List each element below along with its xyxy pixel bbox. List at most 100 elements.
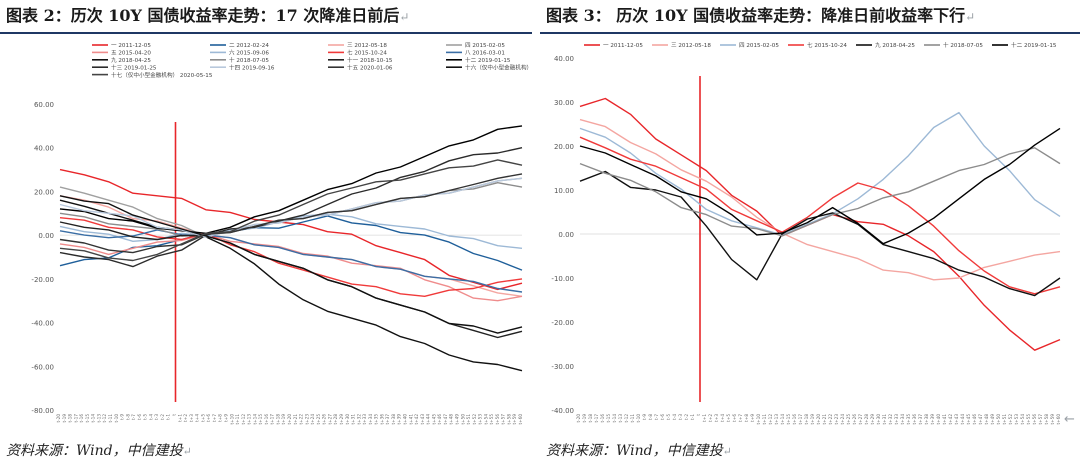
left-caption-rule	[0, 32, 532, 34]
x-tick-label: t+17	[798, 414, 803, 425]
x-tick-label: t-13	[96, 414, 101, 423]
x-tick-label: t-18	[588, 414, 593, 423]
x-tick-label: t+21	[293, 414, 298, 425]
x-tick-label: t-7	[654, 414, 659, 420]
right-source: 资料来源：Wind，中信建投↵	[546, 440, 732, 460]
x-tick-label: t+41	[942, 414, 947, 425]
x-tick-label: t+2	[708, 414, 713, 422]
x-tick-label: t-17	[73, 414, 78, 423]
x-tick-label: t-2	[684, 414, 689, 420]
x-tick-label: t-20	[56, 414, 61, 423]
x-tick-label: t+7	[212, 414, 217, 422]
x-tick-label: t-19	[62, 414, 67, 423]
legend-label: 六 2015-09-06	[229, 49, 269, 57]
x-tick-label: t-16	[79, 414, 84, 423]
y-tick-label: -60.00	[31, 363, 54, 371]
x-tick-label: t+60	[1056, 414, 1061, 425]
legend-label: 十一 2018-10-15	[347, 56, 393, 64]
x-tick-label: t+11	[762, 414, 767, 425]
x-tick-label: t+18	[804, 414, 809, 425]
x-tick-label: t+36	[379, 414, 384, 425]
x-tick-label: t-17	[594, 414, 599, 423]
left-caption-text: 图表 2：历次 10Y 国债收益率走势：17 次降准日前后	[6, 6, 400, 25]
x-tick-label: t+26	[852, 414, 857, 425]
series-line	[579, 136, 1061, 295]
x-tick-label: t+22	[828, 414, 833, 425]
x-tick-label: t-15	[85, 414, 90, 423]
legend-label: 十二 2019-01-15	[1011, 41, 1057, 49]
x-tick-label: t+29	[870, 414, 875, 425]
arrow-left-icon: ←	[1064, 412, 1075, 427]
x-tick-label: t-19	[582, 414, 587, 423]
x-tick-label: t+13	[247, 414, 252, 425]
series-line	[579, 127, 1061, 245]
x-tick-label: t+34	[368, 414, 373, 425]
x-tick-label: t-8	[648, 414, 653, 420]
x-tick-label: t+59	[1050, 414, 1055, 425]
x-tick-label: t-3	[154, 414, 159, 420]
x-tick-label: t-10	[114, 414, 119, 423]
x-tick-label: t+50	[996, 414, 1001, 425]
right-source-text: 资料来源：Wind，中信建投	[546, 443, 723, 459]
x-tick-label: t+35	[374, 414, 379, 425]
series-line	[59, 147, 523, 268]
x-tick-label: t-4	[672, 414, 677, 420]
legend-label: 九 2018-04-25	[875, 41, 915, 49]
x-tick-label: t+16	[264, 414, 269, 425]
x-tick-label: t+51	[466, 414, 471, 425]
y-tick-label: 40.00	[554, 55, 574, 63]
x-tick-label: t+9	[223, 414, 228, 422]
x-tick-label: t+37	[385, 414, 390, 425]
y-tick-label: 60.00	[34, 101, 54, 109]
x-tick-label: t+19	[281, 414, 286, 425]
x-tick-label: t+45	[431, 414, 436, 425]
x-tick-label: t+59	[512, 414, 517, 425]
x-tick-label: t+22	[299, 414, 304, 425]
x-tick-label: t-3	[678, 414, 683, 420]
legend-label: 十三 2019-01-25	[111, 63, 157, 71]
x-tick-label: t+32	[356, 414, 361, 425]
x-tick-label: t+42	[414, 414, 419, 425]
x-tick-label: t-14	[91, 414, 96, 423]
x-tick-label: t+27	[327, 414, 332, 425]
x-tick-label: t+58	[1044, 414, 1049, 425]
x-tick-label: t-11	[108, 414, 113, 423]
x-tick-label: t+16	[792, 414, 797, 425]
x-tick-label: t-18	[68, 414, 73, 423]
x-tick-label: t+10	[229, 414, 234, 425]
x-tick-label: t-8	[125, 414, 130, 420]
x-tick-label: t+33	[362, 414, 367, 425]
x-tick-label: t+31	[351, 414, 356, 425]
x-tick-label: t+57	[501, 414, 506, 425]
x-tick-label: t+28	[333, 414, 338, 425]
legend-label: 四 2015-02-05	[465, 42, 505, 49]
y-tick-label: -20.00	[31, 276, 54, 284]
x-tick-label: t+8	[744, 414, 749, 422]
x-tick-label: t+60	[518, 414, 523, 425]
y-tick-label: -40.00	[551, 407, 574, 415]
x-tick-label: t-1	[166, 414, 171, 420]
x-tick-label: t-4	[148, 414, 153, 420]
x-tick-label: t-9	[642, 414, 647, 420]
x-tick-label: t+34	[900, 414, 905, 425]
x-tick-label: t+30	[345, 414, 350, 425]
x-tick-label: t+13	[774, 414, 779, 425]
series-line	[579, 111, 1061, 236]
x-tick-label: t+21	[822, 414, 827, 425]
right-caption: 图表 3： 历次 10Y 国债收益率走势：降准日前收益率下行↵	[546, 2, 975, 26]
x-tick-label: t+19	[810, 414, 815, 425]
legend-label: 十 2018-07-05	[229, 56, 269, 64]
legend-label: 七 2015-10-24	[347, 49, 387, 57]
x-tick-label: t-13	[618, 414, 623, 423]
x-tick-label: t+1	[702, 414, 707, 422]
x-tick-label: t+39	[930, 414, 935, 425]
x-tick-label: t+12	[241, 414, 246, 425]
series-line	[59, 217, 523, 297]
x-tick-label: t+11	[235, 414, 240, 425]
x-tick-label: t+53	[478, 414, 483, 425]
x-tick-label: t+15	[258, 414, 263, 425]
legend-label: 十二 2019-01-15	[465, 56, 511, 64]
x-tick-label: t+29	[339, 414, 344, 425]
x-tick-label: t+52	[1008, 414, 1013, 425]
x-tick-label: t-6	[137, 414, 142, 420]
